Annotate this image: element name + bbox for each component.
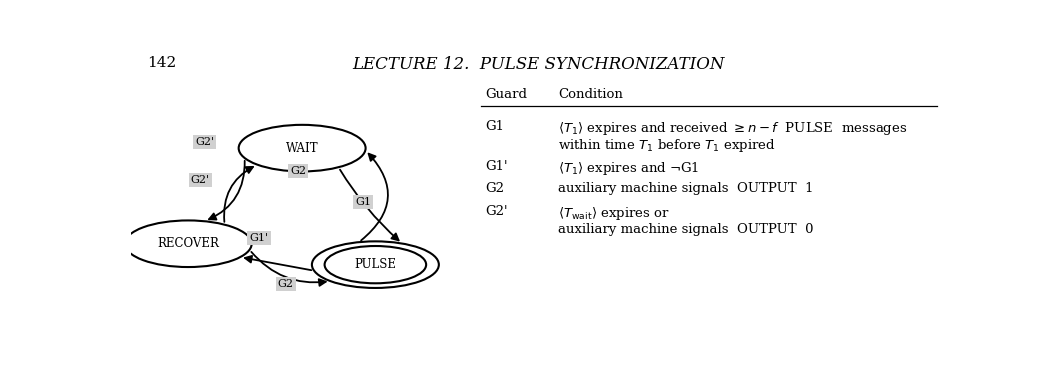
Text: G1': G1' — [485, 160, 508, 173]
Text: $\langle T_1 \rangle$ expires and received $\geq n - f$  PULSE  messages: $\langle T_1 \rangle$ expires and receiv… — [559, 120, 908, 137]
Text: Condition: Condition — [559, 88, 624, 101]
Text: within time $T_1$ before $T_1$ expired: within time $T_1$ before $T_1$ expired — [559, 137, 776, 154]
Text: WAIT: WAIT — [286, 142, 318, 155]
Text: G2': G2' — [195, 137, 214, 147]
Text: Guard: Guard — [485, 88, 527, 101]
Circle shape — [238, 125, 365, 171]
Text: G1': G1' — [250, 233, 269, 243]
Text: G2: G2 — [485, 182, 504, 196]
Text: auxiliary machine signals  OUTPUT  1: auxiliary machine signals OUTPUT 1 — [559, 182, 814, 196]
Text: $\langle T_\mathrm{wait} \rangle$ expires or: $\langle T_\mathrm{wait} \rangle$ expire… — [559, 205, 671, 222]
Circle shape — [312, 241, 439, 288]
Text: G1: G1 — [355, 197, 371, 207]
Text: $\langle T_1 \rangle$ expires and $\neg$G1: $\langle T_1 \rangle$ expires and $\neg$… — [559, 160, 700, 177]
Text: G2: G2 — [290, 166, 306, 175]
Circle shape — [125, 220, 252, 267]
Text: 142: 142 — [147, 55, 176, 69]
Text: G2: G2 — [278, 279, 294, 289]
Text: auxiliary machine signals  OUTPUT  0: auxiliary machine signals OUTPUT 0 — [559, 223, 814, 236]
Text: G1: G1 — [485, 120, 504, 133]
Text: RECOVER: RECOVER — [158, 237, 219, 250]
Text: G2': G2' — [485, 205, 508, 218]
Text: PULSE: PULSE — [355, 258, 397, 271]
Text: G2': G2' — [191, 175, 210, 185]
Text: LECTURE 12.  PULSE SYNCHRONIZATION: LECTURE 12. PULSE SYNCHRONIZATION — [352, 55, 724, 73]
